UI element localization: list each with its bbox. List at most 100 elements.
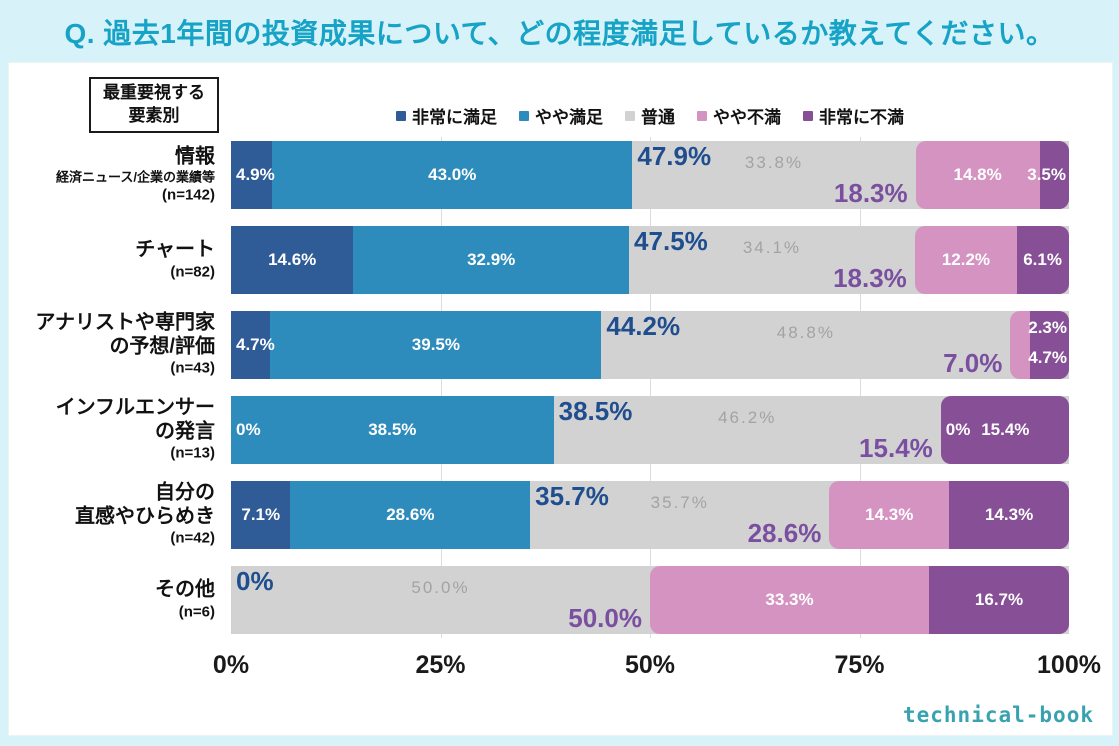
legend: 非常に満足 やや満足 普通 やや不満 非常に不満 (231, 103, 1069, 128)
category-label: 自分の 直感やひらめき (n=42) (1, 482, 215, 549)
legend-label: やや満足 (535, 108, 603, 127)
bar-row: 4.9% 43.0% 33.8% 14.8% 3.5% 47.9% 18.3% (231, 141, 1069, 209)
gridline (440, 137, 442, 638)
category-label-line: 情報 (175, 145, 215, 168)
segment-value-label: 0% (236, 420, 261, 439)
x-axis-tick: 0% (212, 651, 250, 679)
factor-box-line1: 最重要視する (103, 83, 205, 102)
legend-item: 普通 (625, 103, 675, 128)
x-axis-tick: 75% (834, 651, 885, 679)
segment-hijou-fuman (1039, 141, 1069, 209)
segment-hijou-fuman (1017, 226, 1069, 294)
dissatisfied-total-annotation: 15.4% (859, 433, 933, 463)
satisfied-total-annotation: 47.9% (637, 141, 712, 171)
segment-yaya-manzoku (270, 311, 602, 379)
segment-value-label: 32.9% (467, 250, 516, 269)
segment-hijou-manzoku (231, 481, 291, 549)
bar-row: 14.6% 32.9% 34.1% 12.2% 6.1% 47.5% 18.3% (231, 226, 1069, 294)
segment-value-label: 14.8% (953, 165, 1002, 184)
category-sublabel: 経済ニュース/企業の業績等 (56, 168, 215, 184)
page-title: Q. 過去1年間の投資成果について、どの程度満足しているか教えてください。 (64, 18, 1055, 49)
factor-box: 最重要視する 要素別 (89, 77, 219, 133)
category-label: インフルエンサー の発言 (n=13) (1, 397, 215, 464)
factor-box-line2: 要素別 (128, 105, 180, 125)
bar-row: 7.1% 28.6% 35.7% 14.3% 14.3% 35.7% 28.6% (231, 481, 1069, 549)
segment-yaya-manzoku (290, 481, 531, 549)
bar-row: 4.7% 39.5% 48.8% 2.3% 4.7% 44.2% 7.0% (231, 311, 1069, 379)
bar-row: 50.0% 33.3% 16.7% 0% 50.0% (231, 566, 1069, 634)
sample-size-label: (n=13) (170, 444, 215, 462)
segment-hijou-manzoku (231, 226, 354, 294)
segment-value-label: 35.7% (650, 493, 709, 512)
x-axis-tick: 25% (415, 651, 466, 679)
chart-card: 最重要視する 要素別 非常に満足 やや満足 普通 やや不満 非常に不満 情報 経済ニュース… (8, 62, 1113, 736)
sample-size-label: (n=42) (170, 529, 215, 547)
legend-item: 非常に不満 (803, 103, 904, 128)
segment-hijou-fuman (940, 396, 1069, 464)
category-label-line: その他 (155, 578, 215, 601)
segment-value-label: 14.3% (984, 505, 1034, 524)
segment-value-label: 3.5% (1027, 165, 1066, 184)
segment-futsuu (601, 311, 1069, 379)
category-label-line: インフルエンサー (55, 396, 215, 419)
segment-value-label: 28.6% (386, 505, 435, 524)
gridline (859, 137, 861, 638)
sample-size-label: (n=6) (178, 603, 215, 621)
segment-value-label: 50.0% (411, 578, 470, 597)
segment-value-label: 33.3% (765, 590, 814, 609)
technical-book-logo: technical-book (902, 703, 1094, 727)
satisfied-total-annotation: 0% (236, 566, 274, 596)
segment-value-label: 4.9% (236, 165, 275, 184)
category-label-line: 自分の (155, 481, 215, 504)
dissatisfied-total-annotation: 50.0% (568, 603, 642, 633)
legend-label: やや不満 (713, 108, 781, 127)
legend-item: やや満足 (519, 103, 603, 128)
x-axis: 0% 25% 50% 75% 100% (213, 651, 1101, 685)
segment-hijou-fuman (949, 481, 1069, 549)
segment-value-label: 12.2% (941, 250, 991, 269)
segment-value-label: 2.3% (1028, 318, 1067, 337)
sample-size-label: (n=82) (170, 263, 215, 281)
segment-yaya-manzoku (353, 226, 630, 294)
segment-value-label: 38.5% (368, 420, 417, 439)
legend-label: 非常に満足 (412, 108, 497, 127)
segment-value-label: 4.7% (236, 335, 275, 354)
dissatisfied-total-annotation: 28.6% (747, 518, 822, 548)
dissatisfied-total-annotation: 18.3% (833, 178, 908, 208)
category-label-line: アナリストや専門家 (35, 311, 215, 334)
satisfied-total-annotation: 47.5% (634, 226, 708, 256)
bar-row: 0% 38.5% 46.2% 0% 15.4% 38.5% 15.4% (231, 396, 1069, 464)
satisfied-total-annotation: 35.7% (535, 481, 609, 511)
legend-swatch-icon (396, 110, 406, 121)
category-label-line: の予想/評価 (109, 335, 215, 358)
segment-hijou-fuman (1029, 311, 1069, 379)
category-labels: 情報 経済ニュース/企業の業績等 (n=142) チャート (n=82) アナリストや専門… (9, 141, 223, 634)
segment-value-label: 39.5% (411, 335, 460, 354)
legend-item: やや不満 (697, 103, 781, 128)
segment-value-label: 34.1% (742, 238, 802, 257)
category-label-line: 直感やひらめき (75, 505, 215, 528)
segment-value-label: 15.4% (981, 420, 1030, 439)
dissatisfied-total-annotation: 7.0% (943, 348, 1003, 378)
stacked-bar-chart: 4.9% 43.0% 33.8% 14.8% 3.5% 47.9% 18.3% 14.6% 32… (231, 137, 1069, 638)
gridline (650, 137, 651, 638)
segment-yaya-manzoku (231, 396, 554, 464)
sample-size-label: (n=142) (162, 186, 215, 204)
category-label-line: チャート (135, 238, 215, 261)
legend-swatch-icon (519, 110, 529, 121)
category-label: チャート (n=82) (1, 238, 215, 281)
segment-value-label: 43.0% (428, 165, 477, 184)
satisfied-total-annotation: 44.2% (606, 311, 681, 341)
segment-value-label: 48.8% (776, 323, 835, 342)
legend-swatch-icon (697, 110, 707, 121)
segment-value-label: 4.7% (1028, 348, 1067, 367)
category-label: 情報 経済ニュース/企業の業績等 (n=142) (1, 145, 215, 204)
category-label-line: の発言 (155, 420, 215, 443)
legend-label: 普通 (641, 108, 675, 127)
segment-value-label: 14.3% (865, 505, 914, 524)
legend-swatch-icon (803, 110, 813, 121)
x-axis-tick: 50% (624, 651, 676, 679)
category-label: アナリストや専門家 の予想/評価 (n=43) (1, 312, 215, 379)
legend-swatch-icon (625, 110, 635, 121)
legend-label: 非常に不満 (819, 108, 904, 127)
